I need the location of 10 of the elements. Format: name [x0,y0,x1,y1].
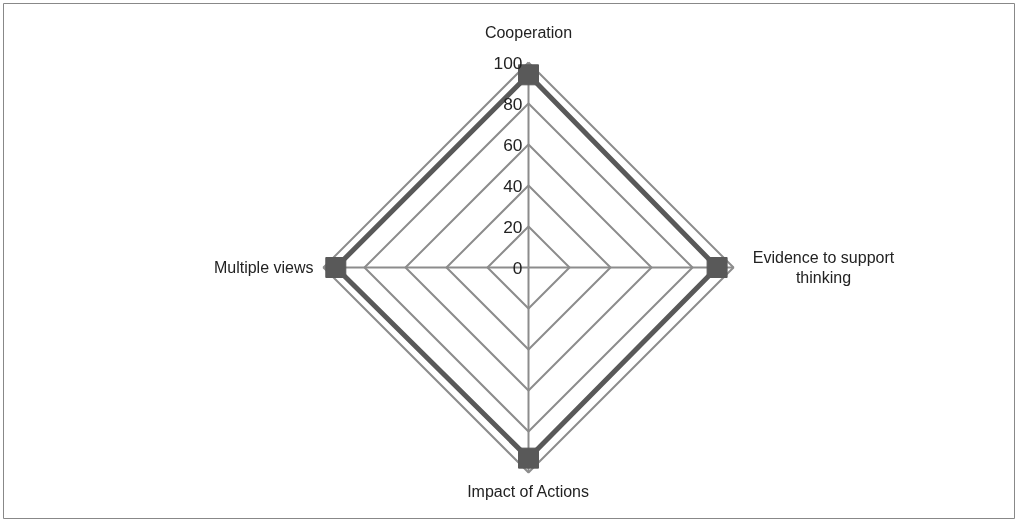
spoke-label: Impact of Actions [467,482,589,500]
y-tick-label: 60 [503,134,523,155]
y-tick-label: 20 [503,216,523,237]
y-tick-label: 80 [503,93,523,114]
y-tick-label: 100 [493,52,523,73]
spoke-label: Cooperation [484,23,573,41]
spoke-label: Evidence to support thinking [752,249,895,286]
y-tick-label: 40 [503,175,523,196]
spoke-label: Multiple views [213,259,314,276]
y-tick-label: 0 [512,257,523,278]
